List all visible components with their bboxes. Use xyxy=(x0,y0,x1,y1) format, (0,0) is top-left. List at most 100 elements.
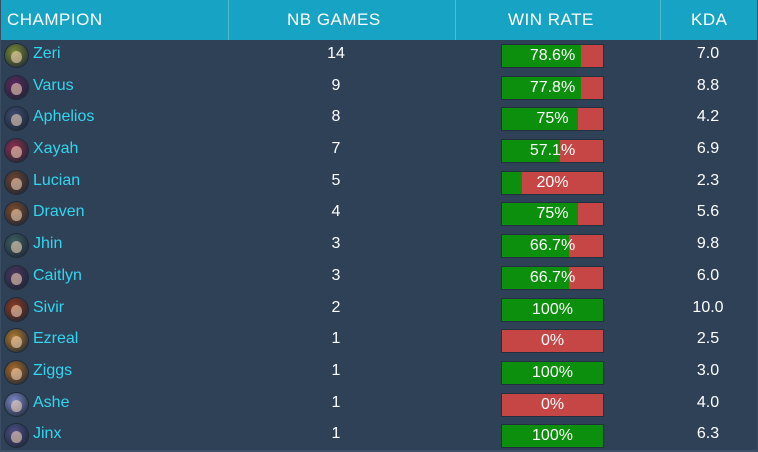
table-row[interactable]: Xayah 7 57.1% 6.9 xyxy=(1,135,757,167)
winrate-label: 66.7% xyxy=(529,237,576,255)
winrate-bar: 0% xyxy=(502,330,603,353)
kda-value: 8.8 xyxy=(696,76,720,94)
winrate-bar: 75% xyxy=(502,108,603,131)
winrate-bar: 66.7% xyxy=(502,235,603,258)
winrate-label: 78.6% xyxy=(529,47,576,64)
table-row[interactable]: Jinx 1 100% 6.3 xyxy=(1,420,757,452)
winrate-bar: 0% xyxy=(502,393,603,416)
games-count: 8 xyxy=(331,108,341,126)
draven-portrait-icon xyxy=(5,202,28,226)
champion-name-link[interactable]: Draven xyxy=(33,203,85,221)
games-count: 1 xyxy=(331,393,341,411)
kda-value: 4.2 xyxy=(696,108,720,126)
table-row[interactable]: Zeri 14 78.6% 7.0 xyxy=(1,40,757,72)
table-row[interactable]: Jhin 3 66.7% 9.8 xyxy=(1,230,757,262)
champion-name-link[interactable]: Ezreal xyxy=(33,330,79,348)
games-count: 1 xyxy=(331,425,341,443)
winrate-label: 0% xyxy=(540,332,565,350)
kda-value: 3.0 xyxy=(696,361,720,379)
winrate-bar: 77.8% xyxy=(502,76,603,99)
winrate-bar-fill xyxy=(502,361,603,384)
table-row[interactable]: Ashe 1 0% 4.0 xyxy=(1,389,757,421)
champion-name-link[interactable]: Xayah xyxy=(33,140,79,158)
lucian-portrait-icon xyxy=(5,170,28,194)
champion-name-link[interactable]: Jhin xyxy=(33,235,63,253)
aphelios-portrait-icon xyxy=(5,107,28,131)
table-row[interactable]: Varus 9 77.8% 8.8 xyxy=(1,72,757,104)
header-divider xyxy=(455,0,456,40)
kda-value: 6.0 xyxy=(696,266,720,284)
winrate-label: 66.7% xyxy=(529,268,576,286)
varus-portrait-icon xyxy=(5,75,28,99)
games-count: 5 xyxy=(331,171,341,189)
header-divider xyxy=(660,0,661,40)
table-row[interactable]: Sivir 2 100% 10.0 xyxy=(1,294,757,326)
games-count: 2 xyxy=(331,298,341,316)
champion-name-link[interactable]: Ashe xyxy=(33,393,70,411)
winrate-bar: 57.1% xyxy=(502,140,603,163)
winrate-label: 20% xyxy=(536,173,569,191)
column-header-winrate[interactable]: WIN RATE xyxy=(508,10,594,29)
kda-value: 6.3 xyxy=(696,425,720,443)
kda-value: 2.3 xyxy=(696,171,720,189)
sivir-portrait-icon xyxy=(5,297,28,321)
games-count: 14 xyxy=(327,45,345,62)
jhin-portrait-icon xyxy=(5,234,28,258)
kda-value: 10.0 xyxy=(692,298,724,316)
winrate-bar-fill xyxy=(502,108,578,131)
winrate-label: 100% xyxy=(532,363,573,381)
winrate-bar: 75% xyxy=(502,203,603,226)
games-count: 1 xyxy=(331,330,341,348)
table-row[interactable]: Caitlyn 3 66.7% 6.0 xyxy=(1,262,757,294)
column-header-champion[interactable]: CHAMPION xyxy=(7,10,103,29)
champion-name-link[interactable]: Caitlyn xyxy=(33,266,82,284)
champion-name-link[interactable]: Jinx xyxy=(33,425,62,443)
winrate-label: 0% xyxy=(540,395,565,413)
zeri-portrait-icon xyxy=(5,44,28,67)
column-header-kda[interactable]: KDA xyxy=(691,10,728,29)
column-header-games[interactable]: NB GAMES xyxy=(287,10,381,29)
xayah-portrait-icon xyxy=(5,139,28,163)
kda-value: 4.0 xyxy=(696,393,720,411)
champion-name-link[interactable]: Lucian xyxy=(33,171,81,189)
table-row[interactable]: Ziggs 1 100% 3.0 xyxy=(1,357,757,389)
games-count: 7 xyxy=(331,140,341,158)
games-count: 3 xyxy=(331,266,341,284)
ziggs-portrait-icon xyxy=(5,360,28,384)
header-divider xyxy=(228,0,229,40)
champion-name-link[interactable]: Sivir xyxy=(33,298,65,316)
games-count: 1 xyxy=(331,361,341,379)
winrate-bar-fill xyxy=(502,76,581,99)
winrate-label: 75% xyxy=(536,205,569,223)
table-row[interactable]: Draven 4 75% 5.6 xyxy=(1,198,757,230)
winrate-bar: 78.6% xyxy=(502,45,603,67)
winrate-label: 75% xyxy=(536,110,569,128)
table-row[interactable]: Lucian 5 20% 2.3 xyxy=(1,167,757,199)
winrate-bar-fill xyxy=(502,266,570,289)
winrate-bar: 66.7% xyxy=(502,266,603,289)
winrate-bar-fill xyxy=(502,298,603,321)
games-count: 3 xyxy=(331,235,341,253)
champion-name-link[interactable]: Zeri xyxy=(33,45,61,62)
kda-value: 7.0 xyxy=(696,45,720,62)
winrate-bar-fill xyxy=(502,171,523,194)
winrate-label: 57.1% xyxy=(529,142,576,160)
winrate-bar-fill xyxy=(502,45,582,67)
games-count: 4 xyxy=(331,203,341,221)
table-row[interactable]: Ezreal 1 0% 2.5 xyxy=(1,325,757,357)
caitlyn-portrait-icon xyxy=(5,265,28,289)
champion-name-link[interactable]: Ziggs xyxy=(33,361,73,379)
ashe-portrait-icon xyxy=(5,392,28,416)
kda-value: 2.5 xyxy=(696,330,720,348)
winrate-bar: 20% xyxy=(502,171,603,194)
table-row[interactable]: Aphelios 8 75% 4.2 xyxy=(1,103,757,135)
winrate-label: 77.8% xyxy=(529,78,576,96)
table-body: Zeri 14 78.6% 7.0 Varus 9 77.8% 8.8 Aphelios 8 75%… xyxy=(1,40,757,452)
table-header: CHAMPION NB GAMES WIN RATE KDA xyxy=(1,0,757,40)
winrate-bar-fill xyxy=(502,140,560,163)
winrate-label: 100% xyxy=(532,300,573,318)
winrate-bar: 100% xyxy=(502,425,603,448)
kda-value: 6.9 xyxy=(696,140,720,158)
champion-name-link[interactable]: Varus xyxy=(33,76,74,94)
champion-name-link[interactable]: Aphelios xyxy=(33,108,95,126)
